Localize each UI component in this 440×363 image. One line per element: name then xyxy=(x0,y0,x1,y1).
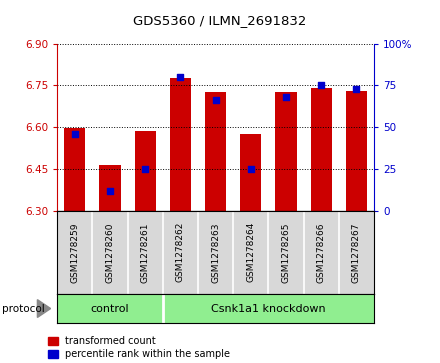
Bar xyxy=(311,88,332,211)
Point xyxy=(318,82,325,88)
Point xyxy=(106,188,114,193)
Bar xyxy=(64,129,85,211)
Polygon shape xyxy=(37,300,51,317)
Text: GSM1278264: GSM1278264 xyxy=(246,222,255,282)
Text: GSM1278262: GSM1278262 xyxy=(176,222,185,282)
Bar xyxy=(346,91,367,211)
Text: GSM1278260: GSM1278260 xyxy=(106,222,114,282)
Text: GSM1278261: GSM1278261 xyxy=(141,222,150,282)
Bar xyxy=(275,92,297,211)
Bar xyxy=(99,165,121,211)
Point xyxy=(212,97,219,103)
Bar xyxy=(205,92,226,211)
Point xyxy=(177,74,184,80)
Text: protocol: protocol xyxy=(2,303,45,314)
Text: GSM1278266: GSM1278266 xyxy=(317,222,326,282)
Text: control: control xyxy=(91,303,129,314)
Bar xyxy=(240,134,261,211)
Bar xyxy=(135,131,156,211)
Text: GSM1278267: GSM1278267 xyxy=(352,222,361,282)
Point xyxy=(71,131,78,136)
Point xyxy=(282,94,290,100)
Text: GSM1278263: GSM1278263 xyxy=(211,222,220,282)
Text: GSM1278259: GSM1278259 xyxy=(70,222,79,282)
Text: GSM1278265: GSM1278265 xyxy=(282,222,290,282)
Text: GDS5360 / ILMN_2691832: GDS5360 / ILMN_2691832 xyxy=(133,15,307,28)
Text: Csnk1a1 knockdown: Csnk1a1 knockdown xyxy=(211,303,326,314)
Point xyxy=(353,86,360,91)
Legend: transformed count, percentile rank within the sample: transformed count, percentile rank withi… xyxy=(44,332,234,363)
Point xyxy=(142,166,149,172)
Bar xyxy=(170,78,191,211)
Point xyxy=(247,166,254,172)
